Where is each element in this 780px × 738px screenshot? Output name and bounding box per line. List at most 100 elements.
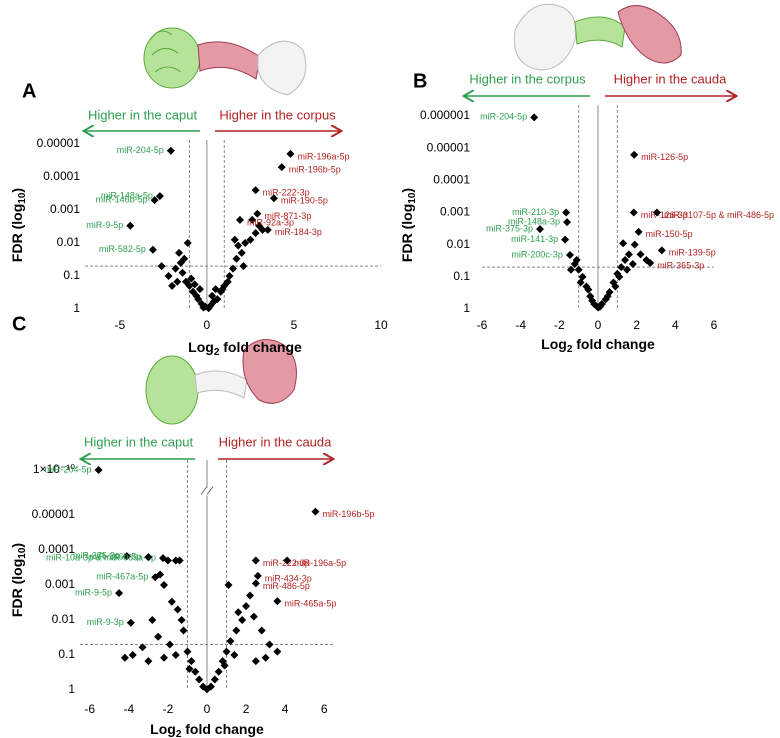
point-label: miR-126-3p [641,210,688,220]
point-label: miR-375-3p [486,224,533,234]
x-tick-label: -2 [163,702,174,716]
y-tick-label: 0.0001 [43,169,80,183]
panel-letter: B [413,70,427,92]
point [630,240,639,249]
x-axis-label-part: fold change [181,721,264,737]
point [630,150,639,159]
point [623,265,631,274]
y-tick-label: 0.0001 [433,173,470,187]
point [242,602,251,611]
point [621,256,630,265]
point [246,235,255,244]
y-tick-label: 0.01 [447,237,471,251]
point [230,235,239,244]
point [226,637,235,646]
x-axis-label-part: 2 [214,347,220,358]
point [234,241,243,250]
point [563,218,572,227]
x-axis-label: Log2 fold change [150,721,264,738]
point [223,277,232,286]
x-tick-label: 6 [711,318,718,332]
y-tick-label: 0.000001 [420,108,470,122]
left-header: Higher in the caput [84,434,194,449]
point [536,225,544,234]
x-tick-label: 0 [204,318,211,332]
point [187,274,196,283]
point [165,640,174,649]
point-label: miR-150-5p [646,229,693,239]
point [159,554,168,563]
point [224,581,233,589]
point [588,296,597,305]
y-axis-label-part: ) [399,188,415,193]
point [238,616,247,624]
point [617,263,626,272]
x-tick-label: 4 [282,702,289,716]
point [251,657,260,666]
illustration-c [145,339,297,425]
point [213,295,222,304]
point [115,589,124,598]
y-axis-label-part: FDR (log [399,204,415,262]
point-label: miR-196b-5p [322,509,374,519]
point [273,597,282,606]
point [283,556,292,565]
point [171,651,180,659]
point [157,262,166,271]
y-tick-label: 0.001 [45,577,75,591]
y-axis-label-part: FDR (log [9,559,25,617]
panel-letter: A [22,80,36,102]
point [183,647,192,656]
point [249,612,258,621]
x-tick-label: 2 [243,702,250,716]
point [155,192,164,201]
y-tick-label: 1 [73,301,80,315]
point [251,186,260,195]
point-label: miR-210-3p [512,207,559,217]
point-label: miR-196b-5p [289,164,341,174]
point [251,579,260,588]
point [180,254,189,263]
x-tick-label: 6 [321,702,328,716]
point-label: miR-92a-3p [247,217,294,227]
y-tick-label: 0.00001 [427,140,471,154]
x-tick-label: 2 [633,318,640,332]
point-label: miR-139-5p [669,248,716,258]
y-tick-label: 0.00001 [32,507,76,521]
point-label: miR-465a-5p [284,599,336,609]
point-label: miR-9-5p [86,220,123,230]
point [138,643,147,652]
point [595,302,604,311]
point-label: miR-204-5p [480,112,527,122]
point [574,265,583,274]
point [195,675,204,684]
point-label: miR-467a-5p [96,572,148,582]
x-tick-label: -6 [477,318,488,332]
point [126,618,135,627]
y-axis-label: FDR (log10) [9,188,28,262]
point [185,664,194,673]
y-tick-label: 0.01 [57,235,81,249]
y-axis-label-part: 10 [407,192,418,204]
point [265,640,274,649]
point-label: miR-146b-5p [89,552,141,562]
point-label: miR-10a-3p & miR-669a-5p [46,552,156,562]
point [255,221,264,230]
point [222,647,231,656]
point-label: miR-9-3p [87,617,124,627]
illustration-a [143,27,307,96]
point-label: miR-141-3p [511,234,558,244]
point [234,608,243,617]
point [206,682,215,691]
illustration-b [513,3,682,71]
point [561,235,570,244]
x-tick-label: -2 [554,318,565,332]
point [257,626,266,635]
point [148,616,157,624]
point [148,245,157,254]
point [277,163,286,172]
x-tick-label: -4 [515,318,526,332]
point-label: miR-148a-5p [101,191,153,201]
point [584,285,593,294]
point [562,208,571,217]
